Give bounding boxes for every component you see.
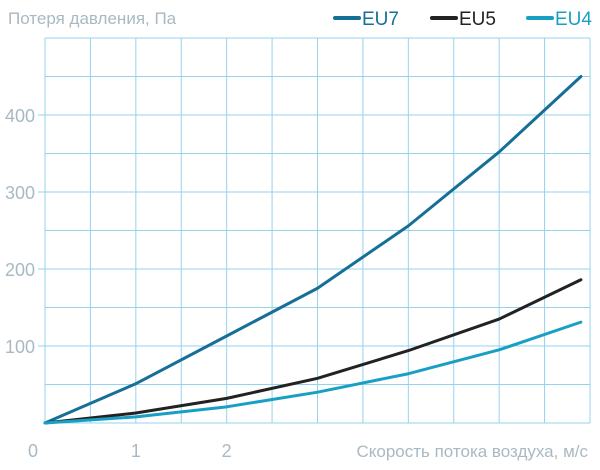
x-axis-label: Скорость потока воздуха, м/с [356,442,588,461]
y-tick-label: 100 [5,337,35,357]
x-tick-label: 1 [131,441,141,461]
series-line-eu4 [43,320,583,425]
y-axis-label: Потеря давления, Па [8,9,177,28]
x-tick-label: 2 [222,441,232,461]
y-tick-label: 300 [5,183,35,203]
series-lines [43,75,583,425]
series-line-eu7 [43,75,583,425]
legend-label-eu7: EU7 [362,9,399,30]
tick-labels: 100 200 300 400 0 1 2 [5,106,232,461]
y-tick-label: 200 [5,260,35,280]
x-tick-label: 0 [28,441,38,461]
y-tick-label: 400 [5,106,35,126]
legend-label-eu5: EU5 [459,9,496,30]
grid [44,37,591,424]
legend-label-eu4: EU4 [555,9,592,30]
series-line-eu5 [43,278,583,425]
legend: EU7 EU5 EU4 [333,9,592,30]
